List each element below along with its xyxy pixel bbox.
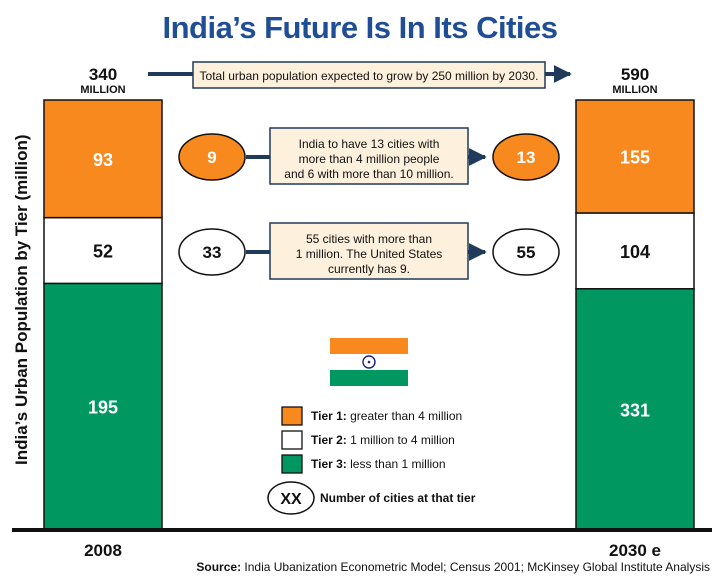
city-count-from-label-0: 9 [207,148,216,167]
legend-label-1: Tier 2: 1 million to 4 million [311,433,455,447]
chart-title: India’s Future Is In Its Cities [162,10,558,45]
x-tick-label-0: 2008 [84,541,122,560]
city-count-from-0 [178,133,246,181]
data-label-tier-1-1: 155 [620,147,650,167]
bar-segment-tier-3-0 [43,282,163,531]
city-note-line-0-1: more than 4 million people [299,152,440,166]
flag-green-stripe [330,370,408,386]
city-note-line-1-0: 55 cities with more than [306,232,432,246]
data-label-tier-3-1: 331 [620,400,650,420]
data-label-tier-2-1: 104 [620,242,650,262]
legend-swatch-2 [281,454,303,474]
legend-swatch-0 [281,406,303,426]
city-count-to-0 [492,133,560,181]
y-axis-label: India’s Urban Population by Tier (millio… [12,134,31,465]
bar-segment-tier-1-0 [43,99,163,219]
growth-note-text: Total urban population expected to grow … [200,69,539,83]
total-value-0: 340 [89,65,117,84]
city-count-from-1 [178,228,246,276]
source-label: Source: [196,560,242,574]
data-label-tier-2-0: 52 [93,242,113,262]
city-count-from-label-1: 33 [203,243,222,262]
bar-segment-tier-2-1 [575,212,695,290]
legend-city-text: Number of cities at that tier [320,491,476,505]
flag-chakra [362,355,376,369]
city-note-line-1-2: currently has 9. [328,262,410,276]
legend-label-2: Tier 3: less than 1 million [311,457,446,471]
city-note-line-0-2: and 6 with more than 10 million. [284,167,453,181]
data-label-tier-1-0: 93 [93,150,113,170]
city-note-box-1 [269,222,469,280]
x-tick-label-1: 2030 e [609,541,661,560]
city-note-line-0-0: India to have 13 cities with [299,137,440,151]
city-count-to-1 [492,228,560,276]
legend-label-0: Tier 1: greater than 4 million [311,409,462,423]
total-unit-1: MILLION [612,84,657,96]
source-note: Source: India Ubanization Econometric Mo… [196,560,710,574]
city-count-to-label-0: 13 [517,148,536,167]
legend-city-symbol-label: XX [280,491,302,508]
legend-swatch-1 [281,430,303,450]
data-label-tier-3-0: 195 [88,398,118,418]
bar-segment-tier-3-1 [575,288,695,531]
city-note-line-1-1: 1 million. The United States [296,247,443,261]
growth-note-box [192,61,546,89]
total-unit-0: MILLION [80,84,125,96]
city-note-box-0 [269,127,469,185]
source-text: India Ubanization Econometric Model; Cen… [241,560,710,574]
total-value-1: 590 [621,65,649,84]
legend-city-symbol [267,481,315,515]
bar-segment-tier-1-1 [575,99,695,214]
india-flag-icon [330,338,408,386]
flag-saffron-stripe [330,338,408,354]
city-count-to-label-1: 55 [517,243,536,262]
